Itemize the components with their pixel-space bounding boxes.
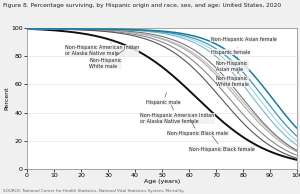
Text: Non-Hispanic American Indian
or Alaska Native male: Non-Hispanic American Indian or Alaska N… — [65, 43, 139, 56]
Text: Non-Hispanic Asian female: Non-Hispanic Asian female — [211, 37, 277, 42]
Text: Hispanic male: Hispanic male — [146, 93, 180, 105]
Text: Non-Hispanic Black female: Non-Hispanic Black female — [189, 136, 255, 152]
X-axis label: Age (years): Age (years) — [144, 179, 180, 184]
Text: Non-Hispanic
White male: Non-Hispanic White male — [89, 49, 124, 69]
Text: Non-Hispanic American Indian
or Alaska Native female: Non-Hispanic American Indian or Alaska N… — [140, 105, 215, 124]
Text: Figure 8. Percentage surviving, by Hispanic origin and race, sex, and age: Unite: Figure 8. Percentage surviving, by Hispa… — [3, 3, 281, 8]
Text: Non-Hispanic
White female: Non-Hispanic White female — [216, 71, 249, 87]
Text: Hispanic female: Hispanic female — [211, 48, 250, 55]
Text: SOURCE: National Center for Health Statistics, National Vital Statistics System,: SOURCE: National Center for Health Stati… — [3, 189, 184, 193]
Y-axis label: Percent: Percent — [5, 87, 10, 110]
Text: Non-Hispanic Black male: Non-Hispanic Black male — [167, 119, 228, 136]
Text: Non-Hispanic
Asian male: Non-Hispanic Asian male — [216, 58, 248, 72]
